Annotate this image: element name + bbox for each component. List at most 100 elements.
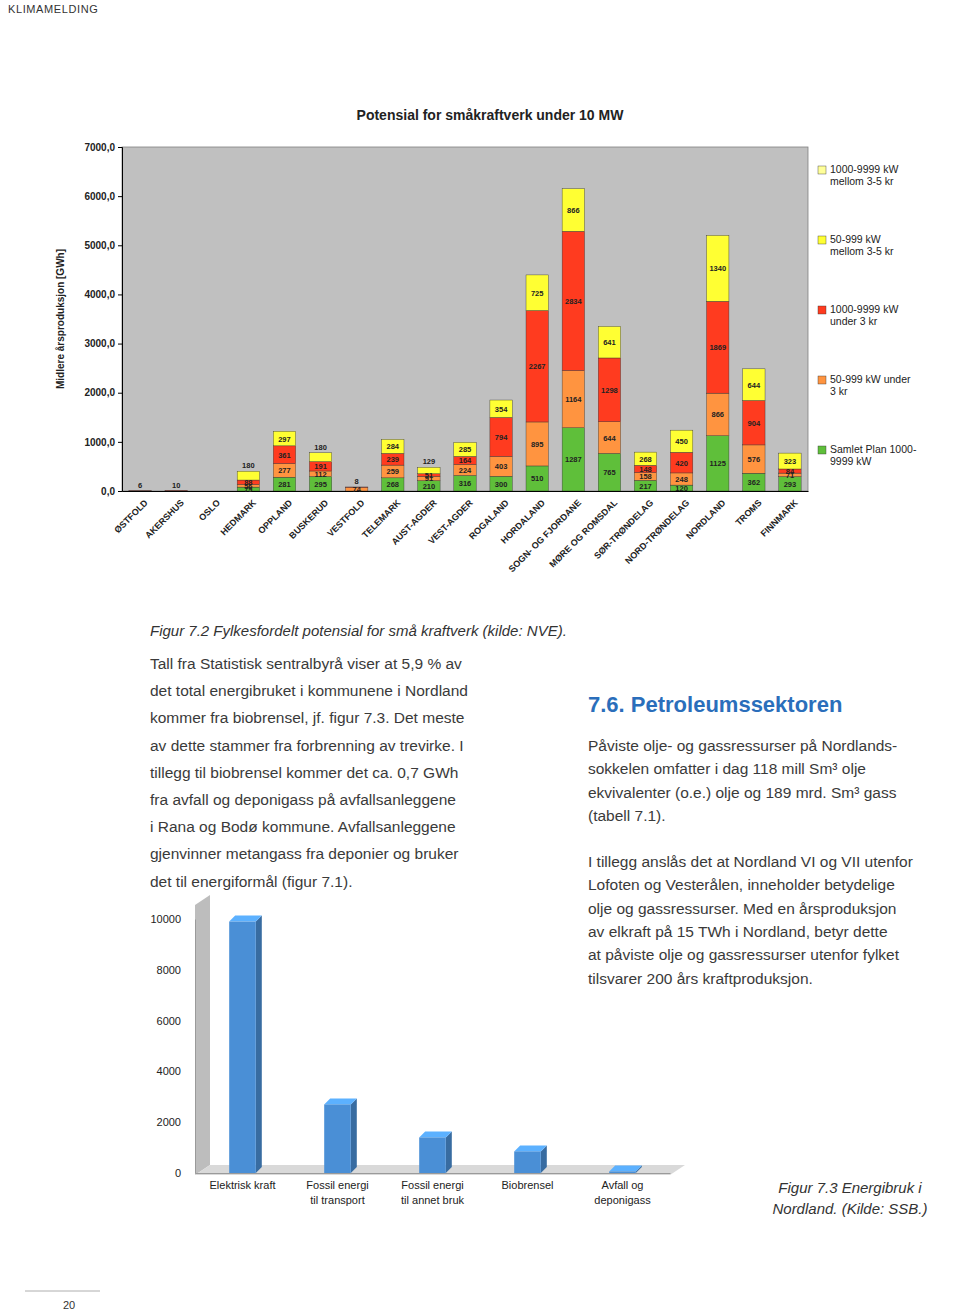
data-label: 866 (567, 206, 580, 215)
data-label: 316 (459, 479, 472, 488)
bar-top (229, 916, 262, 922)
body-line: fra avfall og deponigass på avfallsanleg… (150, 791, 456, 808)
data-label: 84 (786, 467, 795, 476)
data-label: 794 (495, 433, 508, 442)
data-label: 644 (603, 434, 616, 443)
legend-swatch (818, 166, 826, 174)
tick: 7000,0 (84, 142, 122, 153)
legend-swatch (818, 446, 826, 454)
tick: HEDMARK (219, 491, 259, 537)
bar-segment (743, 400, 765, 444)
data-label: 268 (387, 480, 400, 489)
bar-segment (490, 400, 512, 417)
data-label: 248 (675, 475, 688, 484)
bar-segment (309, 462, 331, 471)
data-label: 1340 (709, 264, 726, 273)
data-label: 420 (675, 459, 688, 468)
tick: 0 (175, 1167, 195, 1179)
data-label: 259 (387, 467, 400, 476)
y-axis: 0200040006000800010000 (150, 913, 195, 1179)
data-label: 362 (748, 478, 761, 487)
body-line: Påviste olje- og gassressurser på Nordla… (588, 737, 897, 754)
tick-label: Biobrensel (502, 1179, 554, 1191)
bar-segment (707, 235, 729, 301)
data-label: 354 (495, 405, 508, 414)
data-label: 576 (748, 455, 761, 464)
tick-label: 5000,0 (84, 240, 115, 251)
bar (419, 1137, 446, 1173)
tick: NORD-TRØNDELAG (623, 491, 691, 566)
data-label: 510 (531, 474, 544, 483)
data-label: 323 (784, 457, 797, 466)
bar-segment (670, 452, 692, 473)
bar-segment (454, 464, 476, 475)
tick: 10000 (150, 913, 195, 925)
data-label: 866 (711, 410, 724, 419)
bar-segment (562, 428, 584, 491)
data-label: 277 (278, 466, 291, 475)
tick: SØR-TRØNDELAG (592, 491, 655, 561)
bar-top (419, 1131, 452, 1137)
tick: 4000,0 (84, 289, 122, 300)
body-line: tilsvarer 200 års kraftproduksjon. (588, 970, 813, 987)
data-label: 284 (387, 442, 400, 451)
bar (609, 1171, 636, 1173)
tick-mark (118, 393, 122, 394)
bar-segment (743, 369, 765, 401)
bar-segment (707, 301, 729, 393)
data-label: 297 (278, 435, 291, 444)
data-label: 164 (459, 456, 472, 465)
tick: 4000 (157, 1065, 195, 1077)
data-label: 1869 (709, 343, 726, 352)
bar-segment (707, 393, 729, 436)
axis-line (195, 920, 196, 1174)
chart-wall (195, 895, 210, 1175)
body-line: (tabell 7.1). (588, 807, 666, 824)
tick-label: AKERSHUS (143, 498, 186, 541)
data-label: 281 (278, 480, 291, 489)
data-label: 239 (387, 455, 400, 464)
tick-label: 2000,0 (84, 387, 115, 398)
page-number: 20 (63, 1299, 75, 1311)
data-label: 450 (675, 437, 688, 446)
tick-label: ØSTFOLD (112, 497, 150, 535)
bar-segment (562, 189, 584, 232)
tick-label: 10000 (150, 913, 181, 925)
bar-segment (129, 490, 151, 491)
data-label: 6 (138, 481, 142, 490)
data-label: 725 (531, 289, 544, 298)
plot-area (122, 147, 808, 491)
tick: SOGN- OG FJORDANE (507, 491, 583, 574)
tick: 6000 (157, 1015, 195, 1027)
legend: 1000-9999 kWmellom 3-5 kr50-999 kWmellom… (818, 163, 917, 467)
tick-label: Fossil energitil transport (306, 1179, 368, 1206)
data-label: 180 (242, 461, 255, 470)
text-line: Elektrisk kraft (209, 1179, 275, 1191)
tick-label: 2000 (157, 1116, 181, 1128)
body-line: i Rana og Bodø kommune. Avfallsanleggene (150, 818, 456, 835)
body-line: sokkelen omfatter i dag 118 mill Sm³ olj… (588, 760, 866, 777)
tick: 0,0 (101, 486, 122, 497)
figure-background (48, 95, 932, 610)
bar-segment (670, 430, 692, 452)
tick-label: Fossil energitil annet bruk (401, 1179, 464, 1206)
bar-segment (634, 480, 656, 491)
tick: Fossil energitil transport (306, 1173, 368, 1206)
bar-side (351, 1098, 357, 1173)
bar-segment (526, 311, 548, 422)
legend-label: Samlet Plan 1000-9999 kW (830, 443, 917, 467)
text-line: mellom 3-5 kr (830, 245, 894, 257)
tick-label: VEST-AGDER (426, 497, 475, 546)
axis-line (196, 1173, 671, 1174)
bar-segment (670, 473, 692, 485)
text-line: Avfall og (602, 1179, 644, 1191)
body-line: det til energiformål (figur 7.1). (150, 873, 352, 890)
bar-segment (526, 466, 548, 491)
bar-segment (382, 465, 404, 478)
data-label: 1164 (565, 395, 582, 404)
figure-caption: Figur 7.2 Fylkesfordelt potensial for sm… (150, 622, 567, 639)
data-label: 904 (748, 419, 761, 428)
body-line: tillegg til biobrensel kommer det ca. 0,… (150, 764, 458, 781)
text-line: 50-999 kW under (830, 373, 911, 385)
body-line: ekvivalenter (o.e.) olje og 189 mrd. Sm³… (588, 784, 897, 801)
